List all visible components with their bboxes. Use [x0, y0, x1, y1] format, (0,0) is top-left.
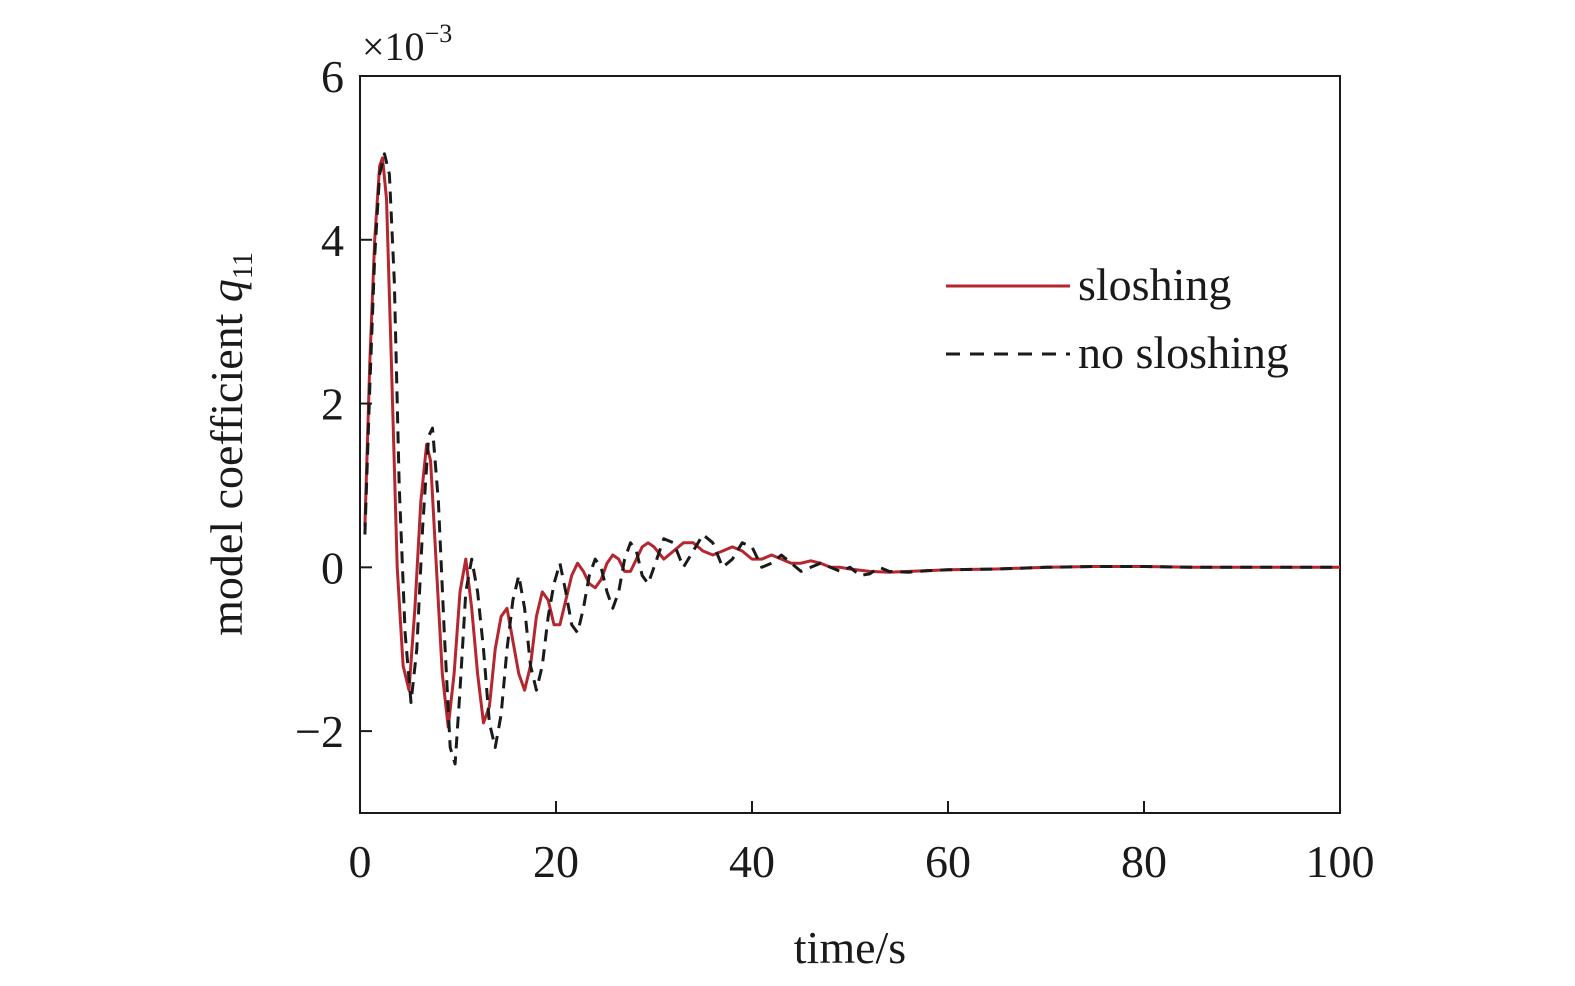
- x-tick-label: 80: [1121, 836, 1167, 887]
- legend-label-sloshing: sloshing: [1078, 259, 1231, 310]
- y-multiplier-base: ×10: [362, 24, 425, 69]
- y-tick-label: 4: [321, 215, 344, 266]
- y-axis-label-text: model coefficient: [201, 302, 252, 636]
- x-tick-label: 0: [349, 836, 372, 887]
- y-tick-label: −2: [295, 706, 344, 757]
- y-multiplier-exponent: −3: [425, 19, 453, 48]
- legend: sloshing no sloshing: [946, 259, 1289, 378]
- x-tick-label: 20: [533, 836, 579, 887]
- y-tick-label: 0: [321, 542, 344, 593]
- x-tick-label: 100: [1306, 836, 1375, 887]
- x-tick-label: 60: [925, 836, 971, 887]
- y-tick-label: 6: [321, 51, 344, 102]
- y-axis-label-var: q: [201, 279, 252, 302]
- y-tick-label: 2: [321, 379, 344, 430]
- y-axis-label: model coefficient q11: [201, 252, 259, 636]
- x-tick-label: 40: [729, 836, 775, 887]
- plot-frame: [359, 75, 1341, 814]
- y-axis-label-sub: 11: [228, 252, 259, 279]
- y-multiplier-label: ×10−3: [362, 19, 452, 69]
- legend-label-no-sloshing: no sloshing: [1078, 327, 1289, 378]
- series-line-sloshing: [363, 156, 1340, 729]
- x-axis-label: time/s: [794, 922, 906, 973]
- series-line-no-sloshing: [363, 152, 1340, 766]
